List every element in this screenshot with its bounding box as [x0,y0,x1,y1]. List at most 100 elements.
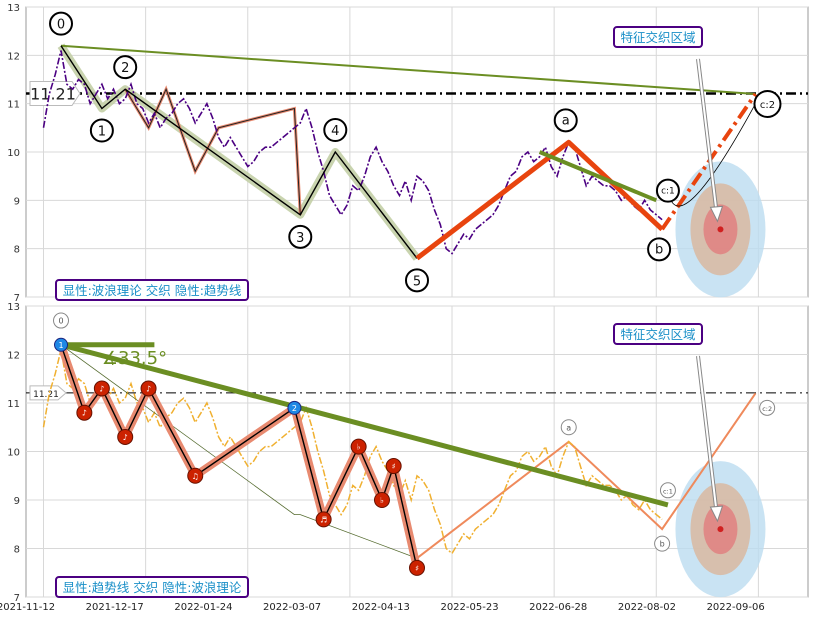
faint-wave-label-circle [654,535,671,552]
reference-label: 11.21 [30,85,76,104]
wave-label: 0 [57,18,65,33]
y-tick-label: 8 [14,545,20,556]
x-tick-label: 2022-08-02 [618,602,676,613]
wave-label-circle [113,55,138,80]
y-tick-label: 12 [7,351,20,362]
price-line [42,50,663,255]
wave-label-circle [753,90,782,118]
zigzag-marker-label: ♪ [99,384,104,393]
panel-label: 显性:波浪理论 交织 隐性:趋势线 [63,283,242,298]
wave-label: 4 [331,124,339,139]
faint-wave-label: c:2 [762,405,772,413]
price-line [42,349,663,555]
zigzag-marker [140,380,157,397]
zigzag-marker-label: ♪ [146,384,151,393]
target-zone-center [717,226,724,233]
zone-arrow-head [709,205,724,223]
zigzag-marker [409,559,425,576]
wave-label-circle [49,11,74,36]
faint-wave-label-circle [560,419,577,436]
zigzag-marker-label: ♬ [320,515,327,524]
correction-wave-line [415,139,664,261]
faint-wave-label-circle [659,482,676,499]
zigzag-marker-label: ♫ [192,472,199,481]
y-tick-label: 13 [7,302,20,313]
faint-wave-label: 0 [58,317,63,326]
wave-label-circle [288,224,313,249]
wave-line [60,45,418,259]
y-tick-label: 13 [7,3,20,14]
panel-label-box [55,576,249,598]
reference-label-tag [29,81,81,107]
trendline-short [538,150,658,203]
zigzag-marker-label: ♯ [392,462,396,471]
panel-label: 显性:趋势线 交织 隐性:波浪理论 [63,580,242,595]
y-tick-label: 12 [7,51,20,62]
wave-label: 2 [121,61,129,76]
wave-label: b [655,242,663,257]
wave-label-circle [405,268,429,293]
wave-label: c:1 [661,187,675,197]
y-tick-label: 8 [14,245,20,256]
y-tick-label: 11 [7,100,20,111]
sub-wave-core [124,87,301,215]
faint-wave-label: a [566,423,571,432]
reference-label: 11.21 [33,390,59,400]
y-tick-label: 10 [7,148,20,159]
zigzag-marker [315,511,332,528]
x-tick-label: 2022-03-07 [263,602,321,613]
zone-arrow-shaft [697,355,718,512]
zigzag-marker [187,467,204,484]
y-tick-label: 7 [14,293,20,304]
wave-label: c:2 [760,100,775,111]
zone-label-box [613,26,703,48]
zigzag-marker-label: 2 [292,404,297,413]
y-tick-label: 7 [14,593,20,604]
trendline-long [60,44,756,95]
zigzag-marker [76,404,93,421]
zigzag-marker [373,492,390,508]
zigzag-marker [93,380,110,397]
zigzag-marker [54,337,69,352]
x-tick-label: 2022-05-23 [440,602,498,613]
x-tick-label: 2022-04-13 [352,602,410,613]
top-chart-panel: 7891011121311.21012345abc:2c:1特征交织区域显性:波… [7,3,809,304]
wave-label-circle [655,178,680,203]
x-tick-label: 2021-11-12 [0,602,55,613]
zigzag-marker-label: 1 [58,341,63,350]
faint-wave-thin [60,344,418,559]
x-tick-label: 2022-09-06 [707,602,765,613]
zigzag-marker [350,438,367,455]
x-tick-label: 2021-12-17 [86,602,144,613]
reference-label-tag [29,385,67,401]
zone-label-box [613,323,703,345]
y-tick-label: 10 [7,448,20,459]
target-zone-center [717,526,724,533]
zigzag-marker-label: ♭ [357,443,361,452]
wave-label-circle [647,237,672,262]
faint-wave-label: b [660,540,665,549]
wave-label-circle [553,108,578,133]
wave-label: 3 [296,231,304,246]
wave-label-circle [323,118,348,142]
wave-label-circle [89,118,114,143]
zigzag-marker [385,458,402,475]
zigzag-marker-label: ♪ [123,433,128,442]
angle-label: ∡33.5° [102,348,167,369]
zigzag-marker [117,428,134,445]
wave-label: a [562,113,570,128]
y-tick-label: 11 [7,399,20,410]
y-tick-label: 9 [14,496,20,507]
x-tick-label: 2022-01-24 [174,602,232,613]
zigzag-marker-label: ♪ [82,409,87,418]
wave-label: 5 [413,274,421,289]
zone-label: 特征交织区域 [620,327,695,342]
faint-wave-label-circle [759,399,776,416]
zigzag-marker-label: ♭ [380,496,384,505]
faint-wave-label: c:1 [663,487,673,495]
x-tick-label: 2022-06-28 [529,602,587,613]
zone-arrow-head [709,505,724,523]
zone-arrow-shaft [697,58,718,212]
